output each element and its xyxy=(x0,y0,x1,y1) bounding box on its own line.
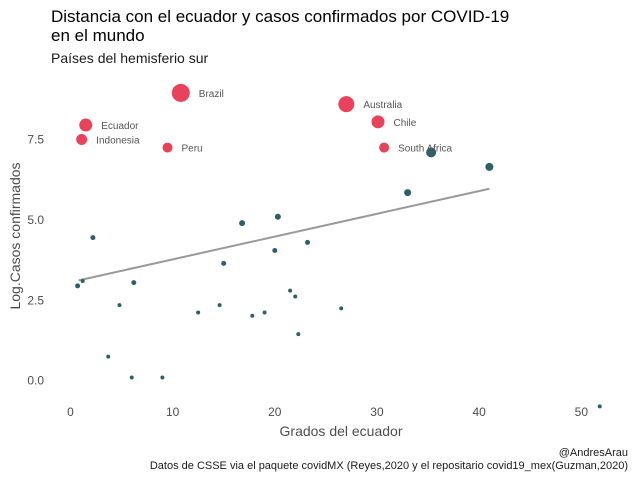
data-point-chile xyxy=(371,115,385,129)
axis-ticks: 0 10 20 30 40 50 0.0 2.5 5.0 7.5 xyxy=(27,133,588,419)
data-point xyxy=(304,239,310,245)
data-point xyxy=(272,247,278,253)
data-point xyxy=(262,310,267,315)
data-point-brazil xyxy=(171,83,190,102)
point-label: Indonesia xyxy=(96,136,140,147)
data-point xyxy=(196,310,201,315)
data-point-indonesia xyxy=(76,134,88,146)
data-point xyxy=(597,404,602,409)
data-point xyxy=(274,213,281,220)
x-tick-label: 30 xyxy=(370,405,384,419)
data-point xyxy=(293,294,298,299)
caption-source: Datos de CSSE via el paquete covidMX (Re… xyxy=(150,460,628,472)
point-label: Chile xyxy=(394,118,417,129)
data-point-australia xyxy=(338,96,355,113)
point-label: South Africa xyxy=(398,144,452,155)
data-point xyxy=(339,306,344,311)
data-point-peru xyxy=(162,142,173,153)
x-tick-label: 20 xyxy=(268,405,282,419)
y-tick-label: 0.0 xyxy=(27,374,44,388)
point-label: Australia xyxy=(363,100,402,111)
plot-area xyxy=(75,83,602,409)
y-tick-label: 7.5 xyxy=(27,133,44,147)
data-point xyxy=(404,189,412,197)
data-point xyxy=(288,288,293,293)
data-point xyxy=(426,147,437,158)
point-label: Brazil xyxy=(199,89,224,100)
data-point xyxy=(75,283,81,289)
data-point xyxy=(106,354,111,359)
x-tick-label: 50 xyxy=(575,405,589,419)
point-label: Ecuador xyxy=(101,121,139,132)
trend-line xyxy=(78,187,490,282)
point-labels: Brazil Australia Ecuador Indonesia Peru Chile… xyxy=(96,89,452,155)
data-point xyxy=(239,220,246,227)
x-tick-label: 40 xyxy=(472,405,486,419)
chart-title-line-1: Distancia con el ecuador y casos confirm… xyxy=(51,7,509,26)
point-label: Peru xyxy=(182,144,203,155)
data-point xyxy=(485,162,494,171)
chart-subtitle: Países del hemisferio sur xyxy=(51,50,209,66)
chart-title-line-2: en el mundo xyxy=(51,26,145,45)
data-point xyxy=(117,303,122,308)
data-point xyxy=(217,303,222,308)
data-point xyxy=(80,279,85,284)
y-tick-label: 5.0 xyxy=(27,213,44,227)
data-point-south-africa xyxy=(379,142,390,153)
data-point xyxy=(90,235,96,241)
caption-author: @AndresArau xyxy=(559,447,628,459)
data-point-ecuador xyxy=(79,118,93,132)
data-point xyxy=(129,375,134,380)
data-point xyxy=(160,375,165,380)
x-tick-label: 0 xyxy=(67,405,74,419)
x-tick-label: 10 xyxy=(166,405,180,419)
data-point xyxy=(221,260,227,266)
data-point xyxy=(296,332,301,337)
y-tick-label: 2.5 xyxy=(27,293,44,307)
data-point xyxy=(250,313,255,318)
x-axis-title: Grados del ecuador xyxy=(280,423,403,439)
y-axis-title: Log.Casos confirmados xyxy=(7,162,23,309)
data-point xyxy=(131,280,137,286)
